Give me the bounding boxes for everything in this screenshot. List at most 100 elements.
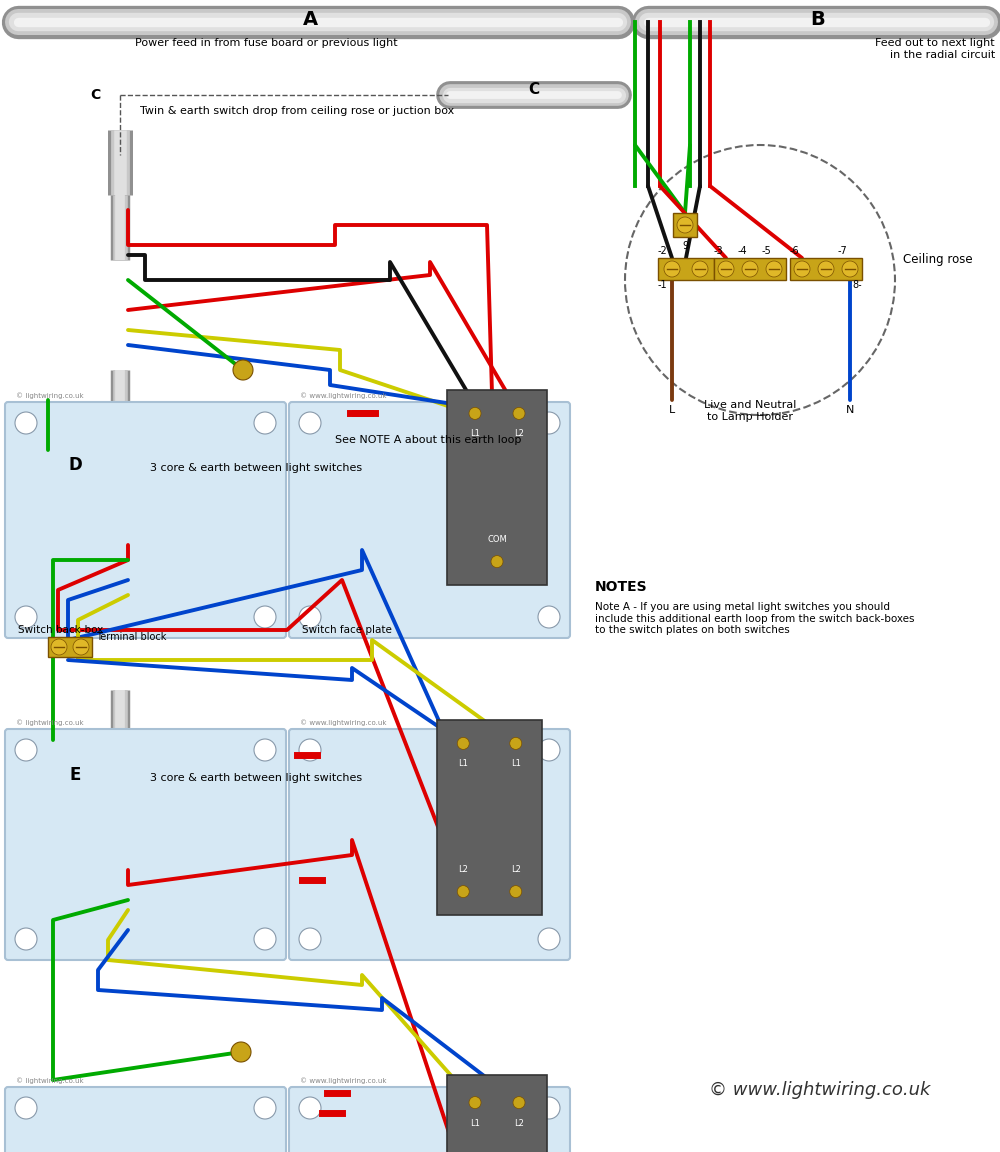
Text: A: A [302, 10, 318, 29]
Text: -4: -4 [738, 247, 748, 256]
Circle shape [233, 359, 253, 380]
Text: -6: -6 [790, 247, 800, 256]
Text: E: E [69, 766, 81, 785]
Text: L1: L1 [511, 759, 521, 768]
Circle shape [299, 606, 321, 628]
Circle shape [538, 412, 560, 434]
Text: 3 core & earth between light switches: 3 core & earth between light switches [150, 463, 362, 473]
Text: © lightwiring.co.uk: © lightwiring.co.uk [16, 1077, 84, 1084]
FancyBboxPatch shape [289, 729, 570, 960]
Circle shape [742, 262, 758, 276]
Bar [673, 213, 697, 237]
Circle shape [231, 1043, 251, 1062]
Bar [714, 258, 786, 280]
Text: L1: L1 [458, 759, 468, 768]
Circle shape [469, 1097, 481, 1108]
Circle shape [718, 262, 734, 276]
Circle shape [254, 606, 276, 628]
Text: L2: L2 [514, 430, 524, 439]
Circle shape [15, 1097, 37, 1119]
Text: Terminal block: Terminal block [96, 632, 166, 642]
Text: B: B [811, 10, 825, 29]
Circle shape [254, 738, 276, 761]
Text: L2: L2 [514, 1119, 524, 1128]
Circle shape [513, 1097, 525, 1108]
Text: L1: L1 [470, 430, 480, 439]
Circle shape [15, 929, 37, 950]
Circle shape [254, 412, 276, 434]
Text: L: L [669, 406, 675, 415]
FancyBboxPatch shape [5, 402, 286, 638]
Circle shape [664, 262, 680, 276]
Circle shape [457, 737, 469, 750]
Text: Twin & earth switch drop from ceiling rose or juction box: Twin & earth switch drop from ceiling ro… [140, 106, 454, 116]
Text: -5: -5 [762, 247, 772, 256]
Circle shape [513, 408, 525, 419]
Text: Ceiling rose: Ceiling rose [903, 253, 973, 266]
FancyBboxPatch shape [5, 729, 286, 960]
Circle shape [299, 1097, 321, 1119]
Circle shape [538, 606, 560, 628]
Text: NOTES: NOTES [595, 579, 648, 594]
Text: L2: L2 [511, 865, 521, 873]
Circle shape [73, 639, 89, 655]
Text: -1: -1 [658, 280, 668, 290]
Text: L1: L1 [470, 1119, 480, 1128]
Circle shape [491, 555, 503, 568]
Circle shape [15, 412, 37, 434]
Circle shape [538, 1097, 560, 1119]
Circle shape [299, 929, 321, 950]
Text: L2: L2 [458, 865, 468, 873]
Circle shape [51, 639, 67, 655]
Text: N: N [846, 406, 854, 415]
Circle shape [299, 738, 321, 761]
Bar [790, 258, 862, 280]
Text: Live and Neutral
to Lamp Holder: Live and Neutral to Lamp Holder [704, 400, 796, 422]
Bar [48, 637, 92, 657]
Text: 3 core & earth between light switches: 3 core & earth between light switches [150, 773, 362, 783]
Text: Switch back-box: Switch back-box [18, 626, 103, 635]
Circle shape [510, 737, 522, 750]
Circle shape [15, 606, 37, 628]
Text: © www.lightwiring.co.uk: © www.lightwiring.co.uk [300, 1077, 386, 1084]
Circle shape [510, 886, 522, 897]
Bar [447, 391, 547, 585]
Circle shape [538, 929, 560, 950]
Circle shape [457, 886, 469, 897]
Text: © lightwiring.co.uk: © lightwiring.co.uk [16, 393, 84, 399]
Circle shape [469, 408, 481, 419]
Bar [658, 258, 714, 280]
Bar [437, 720, 542, 915]
Text: COM: COM [487, 535, 507, 544]
FancyBboxPatch shape [5, 1087, 286, 1152]
Circle shape [818, 262, 834, 276]
Circle shape [254, 1097, 276, 1119]
Text: © www.lightwiring.co.uk: © www.lightwiring.co.uk [300, 393, 386, 399]
Bar [447, 1075, 547, 1152]
Text: Feed out to next light
in the radial circuit: Feed out to next light in the radial cir… [875, 38, 995, 60]
Circle shape [842, 262, 858, 276]
Text: Power feed in from fuse board or previous light: Power feed in from fuse board or previou… [135, 38, 398, 48]
Circle shape [254, 929, 276, 950]
Circle shape [766, 262, 782, 276]
Text: Switch face plate: Switch face plate [302, 626, 392, 635]
Text: © lightwiring.co.uk: © lightwiring.co.uk [16, 719, 84, 726]
Circle shape [15, 738, 37, 761]
Text: © www.lightwiring.co.uk: © www.lightwiring.co.uk [709, 1081, 931, 1099]
FancyBboxPatch shape [289, 1087, 570, 1152]
Text: -7: -7 [838, 247, 848, 256]
Text: See NOTE A about this earth loop: See NOTE A about this earth loop [335, 435, 521, 445]
FancyBboxPatch shape [289, 402, 570, 638]
Text: Note A - If you are using metal light switches you should
include this additiona: Note A - If you are using metal light sw… [595, 602, 914, 635]
Circle shape [794, 262, 810, 276]
Circle shape [692, 262, 708, 276]
Circle shape [677, 217, 693, 233]
Text: -3: -3 [714, 247, 724, 256]
Text: C: C [90, 88, 100, 103]
Text: C: C [528, 82, 540, 97]
Circle shape [299, 412, 321, 434]
Text: 8-: 8- [852, 280, 862, 290]
Text: © www.lightwiring.co.uk: © www.lightwiring.co.uk [300, 719, 386, 726]
Circle shape [538, 738, 560, 761]
Text: -2: -2 [658, 247, 668, 256]
